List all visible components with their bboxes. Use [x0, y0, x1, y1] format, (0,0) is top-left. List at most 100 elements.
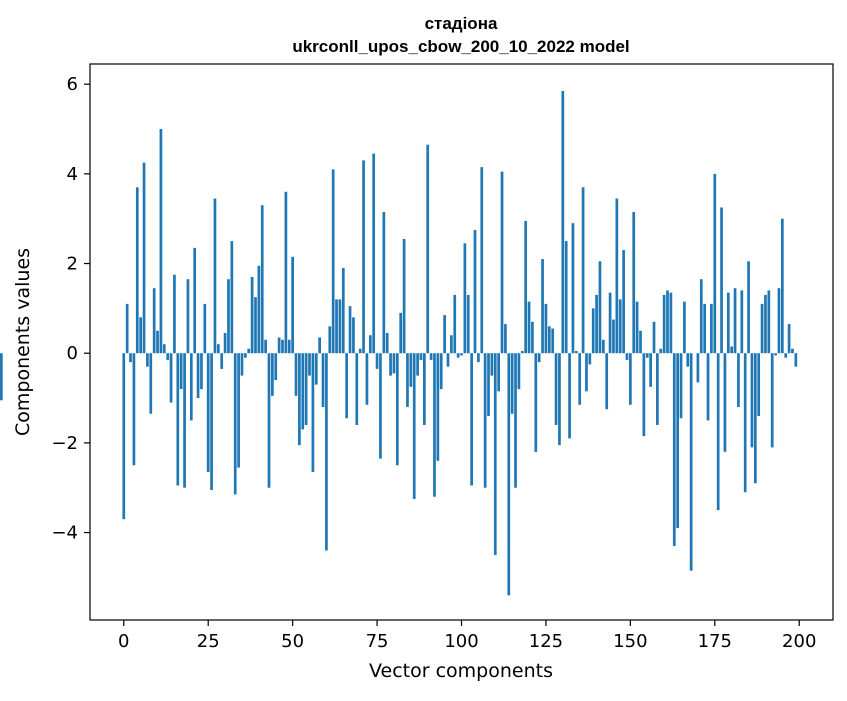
bar-181	[734, 288, 737, 353]
bar-48	[285, 192, 288, 353]
bar-123	[538, 353, 541, 362]
bar-83	[403, 239, 406, 353]
y-tick-label--4: −4	[51, 523, 78, 544]
bar-139	[592, 308, 595, 353]
bar-78	[386, 333, 389, 353]
bar-174	[710, 304, 713, 353]
bar-undefined	[0, 353, 3, 400]
bar-127	[551, 329, 554, 354]
bar-100	[460, 353, 463, 355]
bar-57	[315, 353, 318, 384]
bar-113	[504, 324, 507, 353]
bar-186	[751, 353, 754, 447]
bar-94	[440, 353, 443, 389]
bar-184	[744, 353, 747, 492]
bar-108	[487, 353, 490, 416]
bar-90	[426, 145, 429, 353]
bar-122	[534, 353, 537, 452]
bar-179	[727, 293, 730, 354]
bar-103	[470, 353, 473, 485]
bar-166	[683, 302, 686, 354]
bar-88	[420, 353, 423, 360]
bar-148	[622, 250, 625, 353]
bar-140	[595, 295, 598, 353]
bar-129	[558, 353, 561, 445]
bar-189	[761, 304, 764, 353]
bar-121	[531, 322, 534, 353]
bar-194	[778, 288, 781, 353]
x-tick-label-0: 0	[118, 631, 129, 652]
x-tick-label-200: 200	[782, 631, 816, 652]
bar-104	[474, 230, 477, 353]
bar-89	[423, 353, 426, 425]
bar-145	[612, 320, 615, 354]
bar-69	[355, 353, 358, 425]
bar-107	[484, 353, 487, 488]
bar-41	[261, 205, 264, 353]
bar-149	[626, 353, 629, 360]
bar-182	[737, 353, 740, 407]
bar-172	[703, 304, 706, 353]
bar-190	[764, 295, 767, 353]
bar-165	[680, 353, 683, 418]
bar-176	[717, 353, 720, 510]
bar-20	[190, 353, 193, 420]
bar-175	[713, 174, 716, 353]
bar-135	[578, 353, 581, 405]
bar-82	[399, 313, 402, 353]
bar-144	[609, 293, 612, 354]
bar-155	[646, 353, 649, 357]
bar-13	[166, 353, 169, 360]
bar-33	[234, 353, 237, 494]
bar-185	[747, 261, 750, 353]
bar-66	[345, 353, 348, 418]
bar-10	[156, 331, 159, 353]
y-tick-label-0: 0	[67, 343, 78, 364]
bar-91	[430, 353, 433, 360]
bar-56	[312, 353, 315, 472]
bar-164	[676, 353, 679, 528]
bar-112	[501, 172, 504, 354]
bar-61	[328, 326, 331, 353]
bar-146	[616, 199, 619, 354]
bar-35	[241, 353, 244, 375]
bar-29	[220, 353, 223, 369]
bar-28	[217, 344, 220, 353]
bar-136	[582, 187, 585, 353]
x-tick-label-175: 175	[698, 631, 732, 652]
bar-1	[126, 304, 129, 353]
bar-162	[670, 293, 673, 354]
bar-173	[707, 353, 710, 420]
bar-154	[643, 353, 646, 436]
bar-30	[224, 333, 227, 353]
bar-130	[561, 91, 564, 353]
bar-21	[193, 248, 196, 353]
bar-84	[406, 353, 409, 407]
bar-116	[514, 353, 517, 488]
bar-187	[754, 353, 757, 483]
bar-50	[291, 257, 294, 353]
bar-59	[322, 353, 325, 407]
bar-132	[568, 353, 571, 438]
bar-62	[332, 169, 335, 353]
bar-195	[781, 219, 784, 354]
bar-73	[369, 335, 372, 353]
bar-138	[588, 353, 591, 364]
bar-126	[548, 326, 551, 353]
bar-64	[339, 299, 342, 353]
bar-85	[409, 353, 412, 387]
bar-101	[464, 243, 467, 353]
bar-134	[575, 351, 578, 353]
bar-31	[227, 279, 230, 353]
x-tick-label-125: 125	[529, 631, 563, 652]
bar-156	[649, 353, 652, 387]
bar-47	[281, 340, 284, 353]
bar-163	[673, 353, 676, 546]
bar-80	[393, 353, 396, 373]
x-axis-label: Vector components	[369, 660, 553, 682]
bar-46	[278, 338, 281, 354]
bar-197	[788, 324, 791, 353]
bar-92	[433, 353, 436, 496]
